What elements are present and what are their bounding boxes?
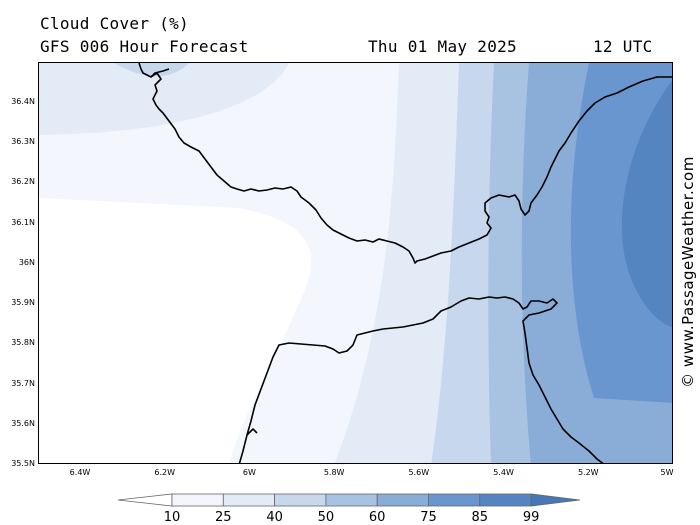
longitude-label: 5W <box>660 468 674 477</box>
legend-segment <box>171 493 224 507</box>
map-panel <box>38 62 673 464</box>
forecast-time: 12 UTC <box>593 37 653 56</box>
legend-segment <box>479 493 532 507</box>
legend-tick-label: 25 <box>215 510 232 525</box>
latitude-label: 35.9N <box>11 298 35 308</box>
latitude-label: 35.5N <box>11 459 35 468</box>
legend-segment <box>376 493 429 507</box>
coastline-morocco <box>238 296 604 463</box>
longitude-label: 5.4W <box>493 468 514 477</box>
color-legend <box>117 493 581 507</box>
longitude-label: 5.2W <box>577 468 599 477</box>
latitude-label: 35.8N <box>11 338 35 348</box>
legend-segment <box>222 493 276 507</box>
latitude-label: 35.6N <box>11 418 35 428</box>
latitude-label: 35.7N <box>11 378 35 388</box>
longitude-label: 5.8W <box>323 468 345 477</box>
coastline-morocco-west-inlet <box>246 428 258 436</box>
map-title: Cloud Cover (%) <box>40 14 189 33</box>
legend-tick-label: 85 <box>471 510 489 525</box>
legend-max-arrow <box>530 493 581 507</box>
latitude-label: 36.4N <box>11 97 35 106</box>
legend-tick-label: 10 <box>163 510 181 525</box>
cloud-band-40-50-northwest <box>114 63 189 77</box>
longitude-label: 6.4W <box>69 468 91 477</box>
coastline-cadiz-bay <box>150 68 170 78</box>
longitude-label: 5.6W <box>408 468 430 477</box>
legend-tick-label: 60 <box>368 510 386 525</box>
cloud-band-85-99 <box>621 80 672 328</box>
longitude-label: 6W <box>242 468 256 477</box>
legend-segment <box>325 493 378 507</box>
legend-segment <box>428 493 481 507</box>
forecast-model: GFS 006 Hour Forecast <box>40 37 249 56</box>
latitude-label: 36N <box>18 257 35 267</box>
legend-min-arrow <box>117 493 173 507</box>
latitude-label: 36.3N <box>11 137 35 147</box>
cloud-cover-map <box>39 63 672 463</box>
coastline <box>138 63 672 463</box>
coastline-spain <box>138 63 672 264</box>
legend-tick-label: 75 <box>420 510 437 525</box>
forecast-date: Thu 01 May 2025 <box>368 37 517 56</box>
legend-segment <box>274 493 327 507</box>
legend-tick-label: 99 <box>522 510 540 525</box>
longitude-label: 6.2W <box>154 468 176 477</box>
watermark: © www.PassageWeather.com <box>679 156 697 388</box>
latitude-label: 36.1N <box>11 217 35 227</box>
legend-tick-label: 50 <box>317 510 335 525</box>
legend-tick-label: 40 <box>266 510 283 525</box>
cloud-band-25-40-northwest <box>39 63 289 135</box>
latitude-label: 36.2N <box>11 177 35 187</box>
